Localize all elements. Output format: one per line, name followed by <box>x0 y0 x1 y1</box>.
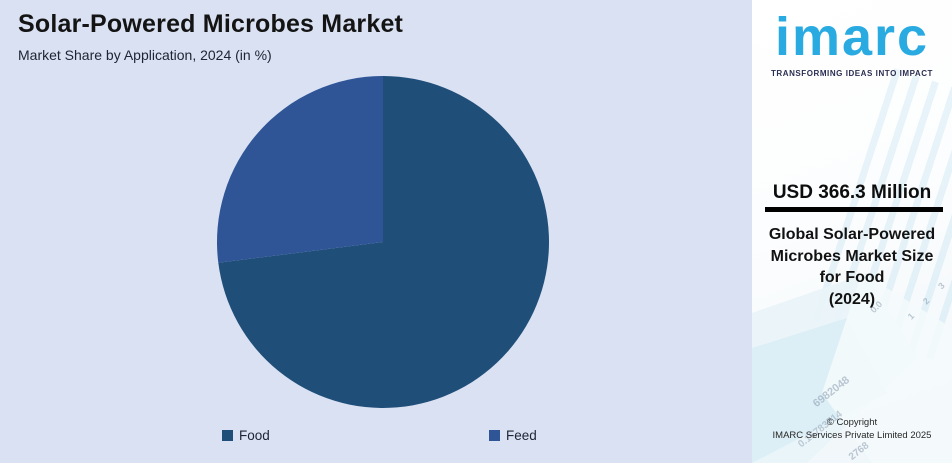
description-line-4: (2024) <box>828 290 876 308</box>
imarc-logo-tagline: TRANSFORMING IDEAS INTO IMPACT <box>771 69 933 79</box>
pie-chart <box>217 76 550 408</box>
decorative-bar-stripes <box>812 68 952 361</box>
chart-section: Solar-Powered Microbes Market Market Sha… <box>0 0 752 463</box>
market-size-description: Global Solar-Powered Microbes Market Siz… <box>752 224 952 310</box>
copyright-line-2: IMARC Services Private Limited 2025 <box>772 430 932 441</box>
description-line-2: Microbes Market Size <box>770 247 934 265</box>
legend-item-feed: Feed <box>489 428 537 443</box>
legend-label-feed: Feed <box>506 428 537 443</box>
legend-label-food: Food <box>239 428 270 443</box>
pie-slice-food <box>218 76 550 408</box>
market-size-value: USD 366.3 Million <box>772 182 932 203</box>
watermark-number-a: 6982048 <box>810 374 852 410</box>
copyright: © Copyright IMARC Services Private Limit… <box>752 416 952 442</box>
legend-marker-feed <box>489 430 500 441</box>
legend-marker-food <box>222 430 233 441</box>
imarc-logo-wordmark: imarc <box>774 7 930 67</box>
description-line-3: for Food <box>819 269 885 286</box>
chart-subtitle: Market Share by Application, 2024 (in %) <box>18 47 272 63</box>
legend-item-food: Food <box>222 428 270 443</box>
divider-line <box>765 207 943 212</box>
watermark-number-c: 2768 <box>846 440 872 463</box>
pie-slice-feed <box>217 76 383 263</box>
copyright-line-1: © Copyright <box>826 417 878 428</box>
imarc-logo: imarc TRANSFORMING IDEAS INTO IMPACT <box>752 6 952 78</box>
chart-title: Solar-Powered Microbes Market <box>18 10 404 38</box>
description-line-1: Global Solar-Powered <box>768 226 936 243</box>
info-panel: 0.0 1 2 3 4 6982048 0.15783714 2768 imar… <box>752 0 952 463</box>
